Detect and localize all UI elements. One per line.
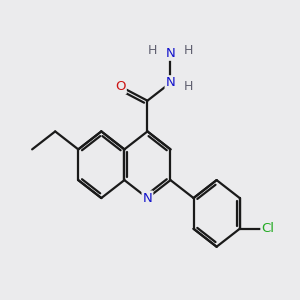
- Text: N: N: [166, 76, 176, 89]
- Text: H: H: [184, 44, 193, 57]
- Text: O: O: [115, 80, 126, 93]
- Text: H: H: [148, 44, 157, 57]
- Text: Cl: Cl: [261, 222, 274, 235]
- Text: H: H: [184, 80, 193, 93]
- Text: N: N: [142, 191, 152, 205]
- Text: N: N: [166, 47, 176, 60]
